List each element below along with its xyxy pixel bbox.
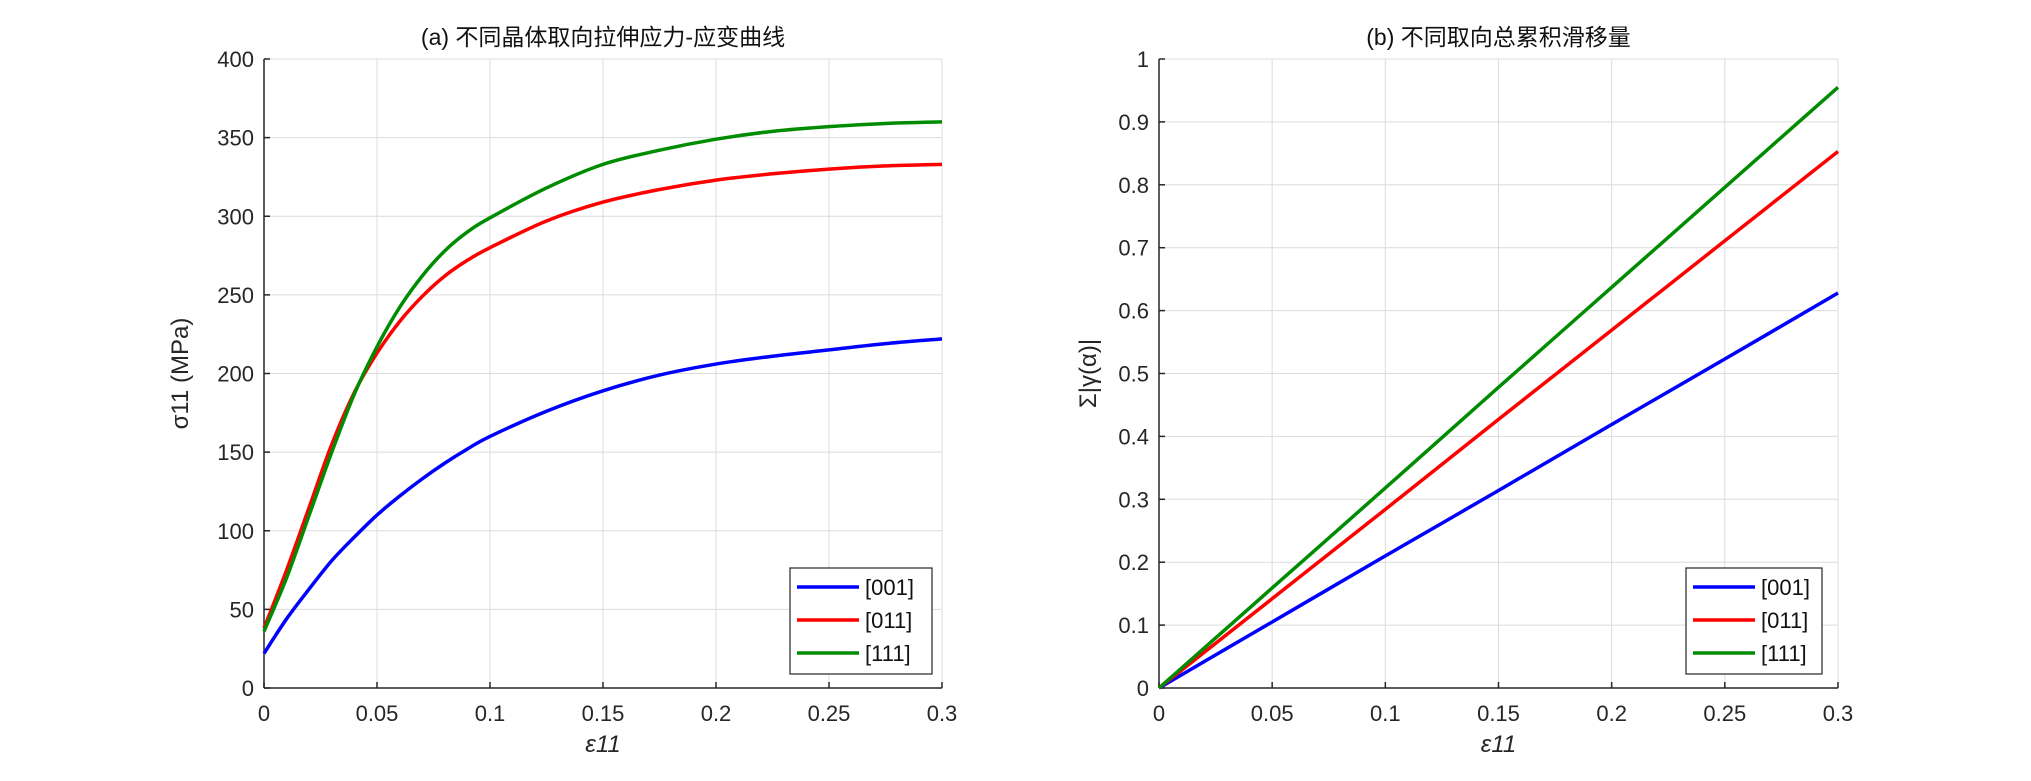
legend-label: [011]: [865, 608, 912, 633]
chart-b: 0 0.05 0.1 0.15 0.2 0.25 0.3 0 0.1 0.2 0.3 0.4 0.5 0.…: [1075, 24, 1853, 758]
y-tick-label: 0.1: [1118, 613, 1149, 638]
series-line-001: [262, 337, 943, 655]
y-tick-label: 150: [217, 440, 254, 465]
y-axis-label: Σ|γ(α)|: [1075, 339, 1102, 408]
series-line-111: [262, 120, 943, 633]
legend-label: [001]: [865, 575, 914, 600]
y-tick-label: 100: [217, 519, 254, 544]
x-tick-label: 0.2: [1596, 701, 1627, 726]
y-tick-label: 0.8: [1118, 173, 1149, 198]
legend: [001] [011] [111]: [789, 567, 933, 675]
legend-label: [111]: [865, 641, 911, 666]
x-tick-label: 0.25: [808, 701, 851, 726]
y-tick-label: 0: [1137, 676, 1149, 701]
y-axis-label: σ11 (MPa): [167, 318, 194, 430]
y-tick-label: 0.3: [1118, 487, 1149, 512]
y-tick-label: 0.7: [1118, 236, 1149, 261]
y-tick-label: 0: [242, 676, 254, 701]
y-tick-label: 300: [217, 204, 254, 229]
chart-a: 0 0.05 0.1 0.15 0.2 0.25 0.3 0 50 100 150 200 250 300…: [167, 24, 957, 758]
y-tick-label: 0.5: [1118, 362, 1149, 387]
legend-label: [001]: [1761, 575, 1810, 600]
x-axis-label: ε11: [1481, 731, 1516, 758]
x-tick-label: 0: [1153, 701, 1165, 726]
y-tick-label: 200: [217, 362, 254, 387]
y-tick-label: 0.6: [1118, 299, 1149, 324]
x-tick-label: 0.05: [356, 701, 399, 726]
chart-title: (b) 不同取向总累积滑移量: [1366, 24, 1631, 50]
x-tick-label: 0.1: [1370, 701, 1401, 726]
x-axis-label: ε11: [585, 731, 620, 758]
y-tick-label: 1: [1137, 47, 1149, 72]
y-tick-label: 50: [230, 597, 254, 622]
legend: [001] [011] [111]: [1685, 567, 1823, 675]
series-line-001: [1158, 291, 1839, 690]
legend-label: [011]: [1761, 608, 1808, 633]
x-tick-label: 0.1: [475, 701, 506, 726]
x-tick-label: 0.25: [1703, 701, 1746, 726]
y-tick-label: 0.9: [1118, 110, 1149, 135]
x-tick-label: 0.15: [582, 701, 625, 726]
x-tick-label: 0: [258, 701, 270, 726]
series-line-011: [1157, 150, 1840, 690]
y-tick-label: 400: [217, 47, 254, 72]
x-tick-label: 0.2: [701, 701, 732, 726]
y-tick-label: 0.4: [1118, 424, 1149, 449]
x-tick-label: 0.3: [1823, 701, 1854, 726]
x-tick-label: 0.15: [1477, 701, 1520, 726]
x-tick-label: 0.05: [1251, 701, 1294, 726]
y-tick-label: 250: [217, 283, 254, 308]
series-line-011: [262, 162, 943, 629]
y-tick-label: 0.2: [1118, 550, 1149, 575]
y-tick-label: 350: [217, 126, 254, 151]
series-line-111: [1157, 85, 1840, 690]
legend-label: [111]: [1761, 641, 1807, 666]
chart-title: (a) 不同晶体取向拉伸应力-应变曲线: [421, 24, 785, 50]
x-tick-label: 0.3: [927, 701, 958, 726]
